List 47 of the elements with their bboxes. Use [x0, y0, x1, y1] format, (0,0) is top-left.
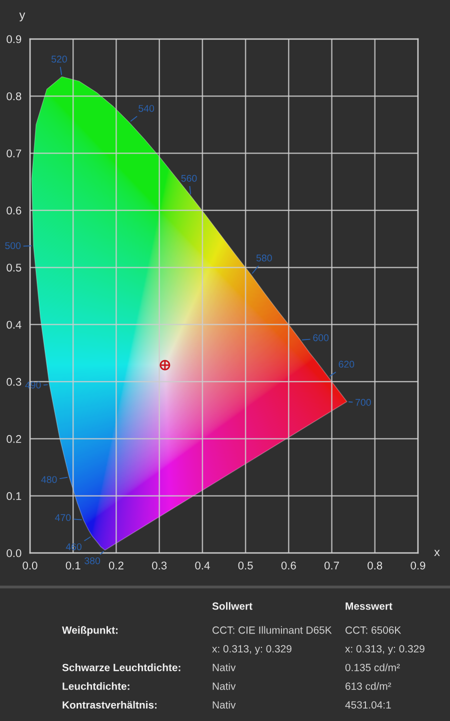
y-tick-label: 0.6	[6, 206, 22, 214]
y-tick-label: 0.4	[6, 320, 22, 329]
x-tick-label: 0.8	[368, 562, 382, 570]
text: 4531.04:1	[345, 701, 391, 709]
x-tick-label: 0.5	[238, 562, 253, 570]
text: CCT: CIE Illuminant D65K x: 0.313, y: 0.329	[212, 626, 332, 655]
x-axis-title: x	[434, 550, 440, 556]
x-tick-label: 0.3	[152, 562, 167, 570]
annotation: 470	[55, 514, 71, 522]
text: CCT: 6506K x: 0.313, y: 0.329	[345, 626, 424, 655]
text: 613 cd/m²	[346, 682, 392, 690]
text: Nativ	[212, 682, 236, 690]
x-tick-label: 0.6	[281, 562, 296, 570]
category-label: Weißpunkt:	[62, 626, 118, 636]
y-tick-label: 0.1	[6, 492, 22, 500]
annotation: 380	[84, 557, 100, 564]
annotation: 540	[138, 104, 154, 112]
y-axis-title: y	[19, 12, 26, 22]
y-tick-label: 0.5	[6, 264, 22, 272]
annotation: 700	[356, 398, 371, 406]
annotation: 620	[338, 360, 354, 368]
x-tick-label: 0.7	[324, 562, 339, 570]
y-tick-label: 0.7	[6, 149, 22, 158]
x-tick-label: 0.0	[22, 562, 38, 570]
category-label: Sollwert	[212, 602, 252, 610]
x-tick-label: 0.1	[66, 562, 80, 570]
category-label: Kontrastverhältnis:	[62, 700, 157, 709]
annotation: 480	[41, 476, 57, 483]
annotation: 520	[51, 56, 67, 63]
text: Nativ	[212, 700, 236, 709]
annotation: 560	[181, 174, 197, 182]
y-tick-label: 0.8	[6, 92, 22, 100]
x-tick-label: 0.2	[108, 562, 124, 570]
text: 0.135 cd/m²	[345, 664, 400, 672]
annotation: 600	[313, 334, 329, 342]
category-label: Leuchtdichte:	[62, 682, 130, 690]
y-tick-label: 0.0	[6, 549, 22, 558]
category-label: Schwarze Leuchtdichte:	[62, 664, 180, 672]
annotation: 500	[5, 242, 21, 250]
y-tick-label: 0.9	[6, 35, 22, 44]
text: Nativ	[212, 664, 236, 672]
y-tick-label: 0.3	[6, 378, 22, 386]
x-tick-label: 0.4	[195, 562, 210, 570]
category-label: Messwert	[346, 602, 392, 610]
x-tick-label: 0.9	[410, 562, 426, 570]
annotation: 580	[256, 254, 272, 262]
y-tick-label: 0.2	[6, 435, 22, 443]
